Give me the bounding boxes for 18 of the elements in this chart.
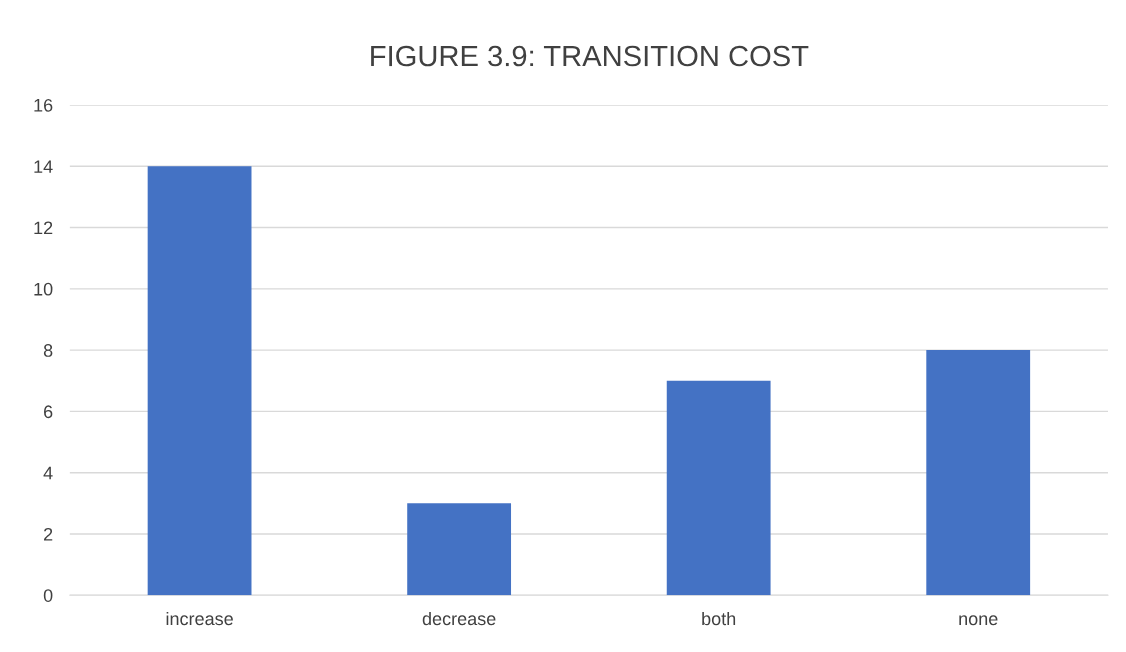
y-tick-label: 6 [44, 405, 53, 419]
y-tick-label: 16 [34, 98, 53, 112]
y-tick-label: 14 [34, 160, 53, 173]
x-tick-label: increase [166, 611, 233, 626]
x-tick-label: none [959, 615, 998, 626]
y-tick-label: 8 [43, 344, 53, 357]
bar [926, 350, 1031, 596]
x-tick-label: decrease [422, 611, 496, 626]
y-tick-label: 12 [34, 221, 53, 235]
bar [407, 503, 512, 596]
bar [147, 166, 252, 596]
y-tick-label: 0 [43, 589, 53, 602]
bar [666, 380, 771, 596]
chart-title: FIGURE 3.9: TRANSITION COST [371, 45, 809, 67]
x-tick-label: both [702, 611, 736, 626]
y-tick-label: 2 [44, 527, 53, 541]
y-tick-label: 10 [34, 282, 53, 296]
y-tick-label: 4 [43, 466, 53, 480]
